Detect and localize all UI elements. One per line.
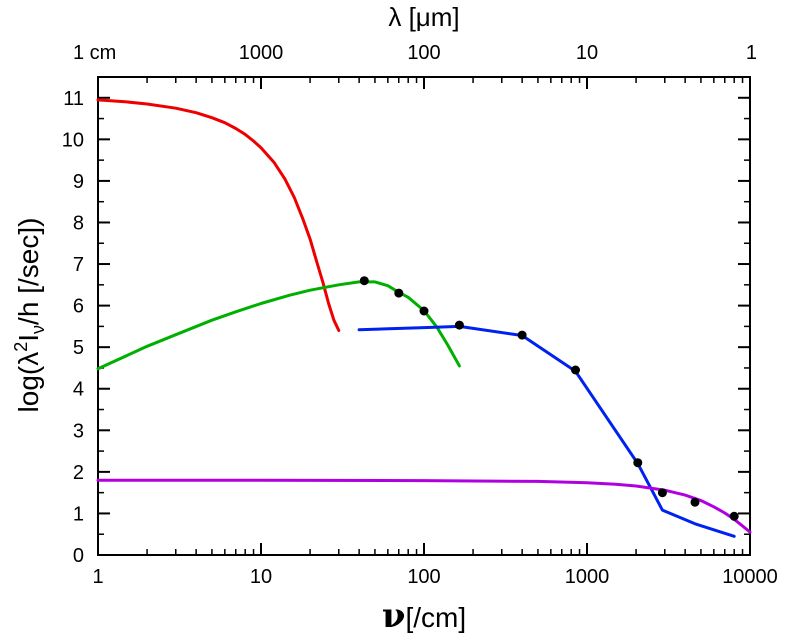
x-axis-unit: [/cm] (405, 602, 466, 633)
x-tick-label: 10000 (722, 566, 778, 588)
x-tick-label: 10 (250, 566, 272, 588)
top-tick-label: 1000 (239, 42, 284, 64)
data-point (517, 330, 527, 340)
data-point (571, 365, 580, 375)
y-tick-label: 1 (73, 503, 84, 525)
y-tick-label: 11 (63, 88, 84, 110)
series-line-2 (357, 324, 736, 538)
data-point (419, 306, 429, 316)
x-tick-label: 1 (92, 566, 103, 588)
top-tick-label: 1 (746, 42, 757, 64)
top-tick-label: 10 (576, 42, 598, 64)
y-tick-label: 6 (73, 296, 84, 318)
y-axis-title: log(λ2Iν/h [/sec]) (11, 218, 48, 413)
plot-frame (97, 76, 751, 556)
x-tick-label: 100 (407, 566, 440, 588)
y-tick-label: 9 (73, 171, 84, 193)
series-line-0 (96, 98, 341, 332)
y-tick-label: 3 (73, 420, 84, 442)
top-axis-title: λ [μm] (388, 2, 459, 32)
y-tick-label: 2 (73, 462, 84, 484)
x-axis-title: ν[/cm] (382, 596, 466, 636)
y-tick-label: 5 (73, 337, 84, 359)
x-tick-label: 1000 (565, 566, 610, 588)
data-point (394, 288, 404, 298)
y-tick-label: 4 (73, 379, 84, 401)
points-layer (359, 276, 739, 521)
series-line-3 (96, 478, 752, 534)
y-tick-label: 10 (62, 129, 84, 151)
y-tick-label: 7 (73, 254, 84, 276)
data-point (729, 511, 739, 521)
data-point (359, 276, 369, 286)
svg-text:log(λ2Iν/h [/sec]): log(λ2Iν/h [/sec]) (11, 218, 48, 413)
top-tick-label: 1 cm (73, 42, 116, 64)
x-axis-symbol: ν (382, 596, 406, 636)
top-tick-label: 100 (407, 42, 440, 64)
series-line-1 (96, 280, 461, 371)
data-point (633, 458, 643, 468)
data-point (690, 497, 700, 507)
data-point (454, 320, 464, 330)
y-tick-label: 0 (73, 545, 84, 567)
y-tick-label: 8 (73, 212, 84, 234)
series-layer (96, 98, 752, 538)
data-point (657, 488, 667, 498)
